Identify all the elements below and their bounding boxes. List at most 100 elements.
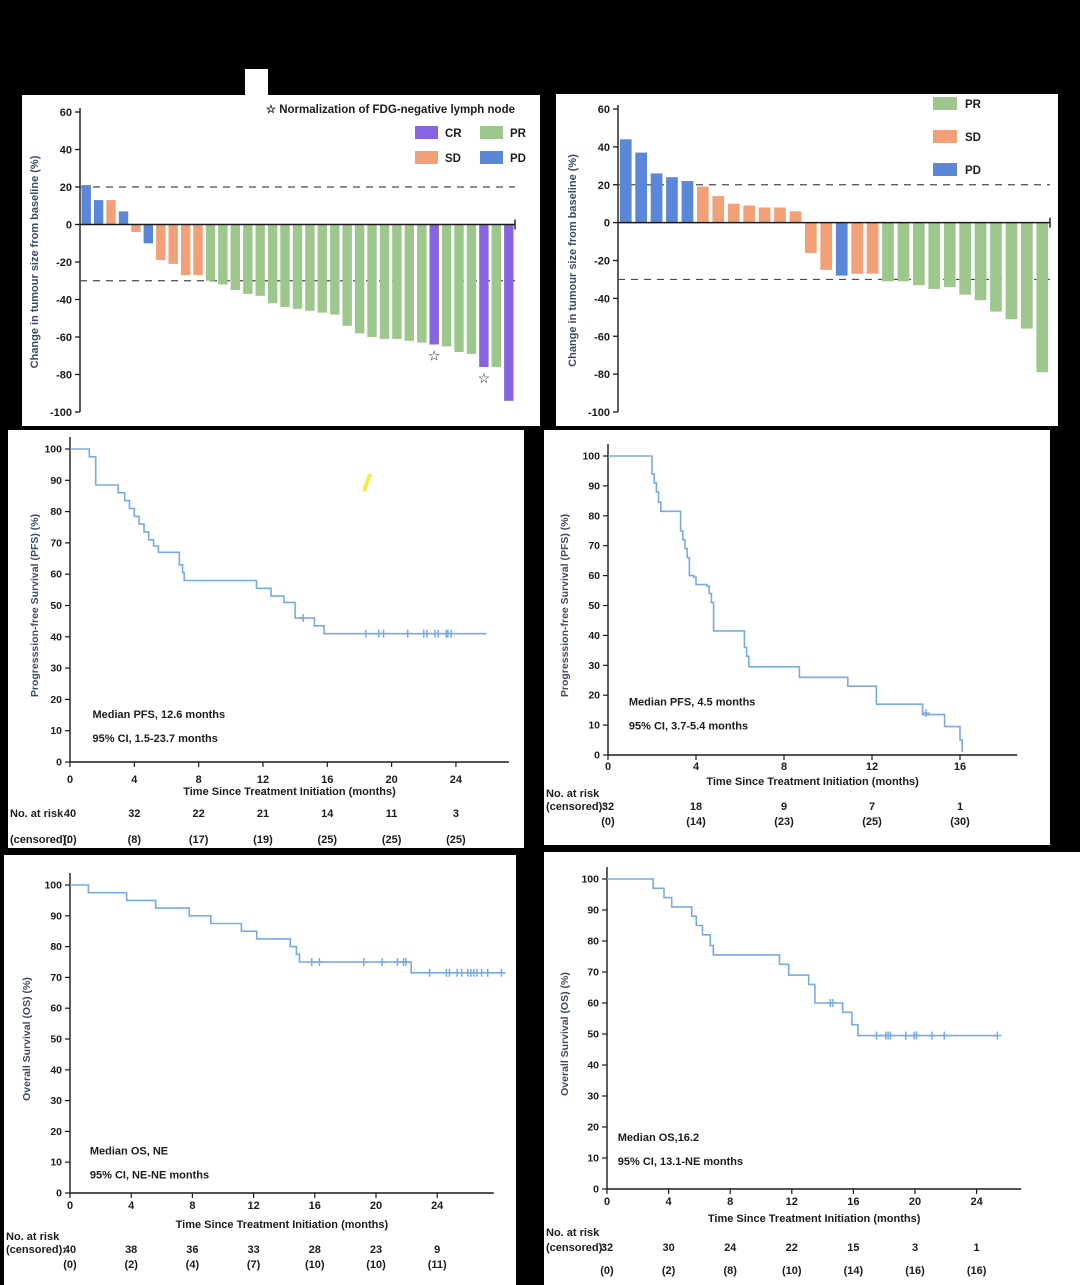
y-tick-label: -100 (50, 407, 72, 419)
y-tick-label: 100 (582, 451, 600, 463)
risk-table-value: (11) (428, 1259, 447, 1271)
waterfall-bar-pr (218, 224, 228, 285)
waterfall-right-panel: 60 40 20 0 -20 -40 -60 -80 -100 Change in tumour … (556, 94, 1058, 426)
risk-table-value: 38 (125, 1244, 137, 1256)
y-tick-label: -60 (594, 331, 610, 343)
waterfall-bar-pr (441, 224, 452, 347)
legend-label-pr: PR (510, 128, 527, 140)
y-axis-label: Overall Survival (OS) (%) (559, 972, 571, 1096)
risk-table-value: 15 (847, 1242, 859, 1254)
risk-table-value: (14) (844, 1265, 864, 1277)
waterfall-bar-pr (928, 222, 941, 289)
y-tick-label: 50 (587, 1029, 599, 1041)
waterfall-bar-pr (974, 222, 987, 301)
waterfall-chart-right: 60 40 20 0 -20 -40 -60 -80 -100 Change in tumour … (567, 97, 1051, 419)
x-tick-label: 8 (189, 1200, 195, 1212)
y-tick-label: 20 (50, 694, 62, 706)
risk-table-value: (4) (186, 1259, 200, 1271)
y-tick-label: 100 (44, 444, 62, 456)
waterfall-bar-pr (404, 224, 414, 341)
y-tick-label: 30 (50, 1095, 62, 1107)
y-tick-label: 40 (598, 142, 610, 154)
y-tick-label: 90 (588, 480, 600, 492)
legend-swatch-sd (933, 130, 957, 143)
median-annotation: Median PFS, 12.6 months (93, 709, 226, 721)
y-tick-label: 10 (587, 1153, 599, 1165)
x-tick-label: 24 (450, 774, 463, 786)
y-axis-label: Progresssion-free Survival (PFS) (%) (29, 514, 41, 697)
risk-table-value: 32 (128, 808, 140, 820)
legend-label-pd: PD (510, 153, 526, 165)
x-tick-label: 20 (370, 1200, 382, 1212)
risk-table-value: 40 (64, 808, 76, 820)
x-tick-label: 0 (605, 761, 611, 773)
waterfall-bar-sd (820, 222, 833, 270)
risk-table-value: (10) (305, 1259, 325, 1271)
risk-table-value: 7 (869, 801, 875, 813)
y-tick-label: -60 (56, 332, 72, 344)
km-chart-pfs-left: 0 10 20 30 40 50 60 70 80 90 100 0 4 8 12 16 20 24 Progres… (10, 437, 509, 846)
x-tick-label: 20 (909, 1196, 921, 1208)
risk-table-value: 32 (602, 801, 614, 813)
median-annotation: Median PFS, 4.5 months (629, 697, 756, 709)
km-chart-os-left: 0 10 20 30 40 50 60 70 80 90 100 0 4 8 12 16 20 24 Overall… (6, 873, 506, 1271)
waterfall-bar-sd (866, 222, 879, 274)
x-axis-label: Time Since Treatment Initiation (months) (708, 1213, 921, 1225)
y-tick-label: 0 (593, 1184, 599, 1196)
waterfall-bar-pd (81, 185, 91, 225)
waterfall-bar-pd (650, 173, 663, 223)
waterfall-bar-pr (243, 224, 253, 294)
risk-table-label-2: (censored): (6, 1244, 66, 1256)
risk-table-value: 30 (662, 1242, 674, 1254)
waterfall-bar-pr (267, 224, 278, 304)
x-tick-label: 4 (666, 1196, 673, 1208)
waterfall-bar-pd (666, 177, 678, 223)
x-tick-label: 0 (604, 1196, 610, 1208)
y-tick-label: 40 (588, 630, 600, 642)
risk-table-label-1: No. at risk (6, 1231, 60, 1243)
risk-table-value: (8) (723, 1265, 737, 1277)
x-tick-label: 12 (786, 1196, 798, 1208)
risk-table-value: 9 (781, 801, 787, 813)
y-tick-label: 20 (598, 180, 610, 192)
x-axis-label: Time Since Treatment Initiation (months) (706, 776, 919, 788)
waterfall-bar-pr (292, 224, 303, 309)
risk-table-value: 11 (386, 808, 398, 820)
y-tick-label: 80 (587, 936, 599, 948)
risk-table-value: 14 (321, 808, 334, 820)
risk-table-value: 32 (601, 1242, 613, 1254)
risk-table-value: 18 (690, 801, 702, 813)
waterfall-bar-pr (354, 224, 365, 334)
waterfall-bar-pr (417, 224, 427, 343)
waterfall-bar-sd (727, 203, 740, 223)
star-legend-note: ☆ Normalization of FDG-negative lymph no… (266, 103, 515, 116)
waterfall-bar-pr (990, 222, 1002, 312)
x-tick-label: 8 (727, 1196, 733, 1208)
y-tick-label: -20 (56, 257, 72, 269)
y-axis-label: Change in tumour size from baseline (%) (567, 154, 579, 367)
risk-table-value: (19) (253, 834, 273, 846)
x-tick-label: 12 (247, 1200, 259, 1212)
risk-table-value: 1 (957, 801, 963, 813)
y-tick-label: -40 (594, 293, 610, 305)
median-annotation: Median OS,16.2 (618, 1132, 699, 1144)
risk-table-value: (10) (782, 1265, 802, 1277)
y-tick-label: 100 (581, 874, 599, 886)
y-tick-label: 80 (50, 506, 62, 518)
x-tick-label: 8 (781, 761, 787, 773)
risk-table-value: (17) (189, 834, 209, 846)
y-axis-label: Change in tumour size from baseline (%) (29, 155, 41, 368)
risk-table-label-2: (censored): (546, 1242, 606, 1254)
y-tick-label: -80 (56, 370, 72, 382)
waterfall-bar-pd (143, 224, 153, 244)
x-tick-label: 24 (431, 1200, 444, 1212)
km-chart-os-right: 0 10 20 30 40 50 60 70 80 90 100 0 4 8 12 16 20 24 Overall… (546, 867, 1022, 1277)
waterfall-bar-sd (758, 207, 771, 223)
white-notch (245, 69, 268, 96)
y-tick-label: 20 (60, 182, 72, 194)
risk-table-value: 22 (193, 808, 205, 820)
y-tick-label: 20 (588, 690, 600, 702)
risk-table-value: (10) (366, 1259, 386, 1271)
waterfall-bar-pr (280, 224, 290, 307)
km-survival-curve (607, 878, 999, 1037)
